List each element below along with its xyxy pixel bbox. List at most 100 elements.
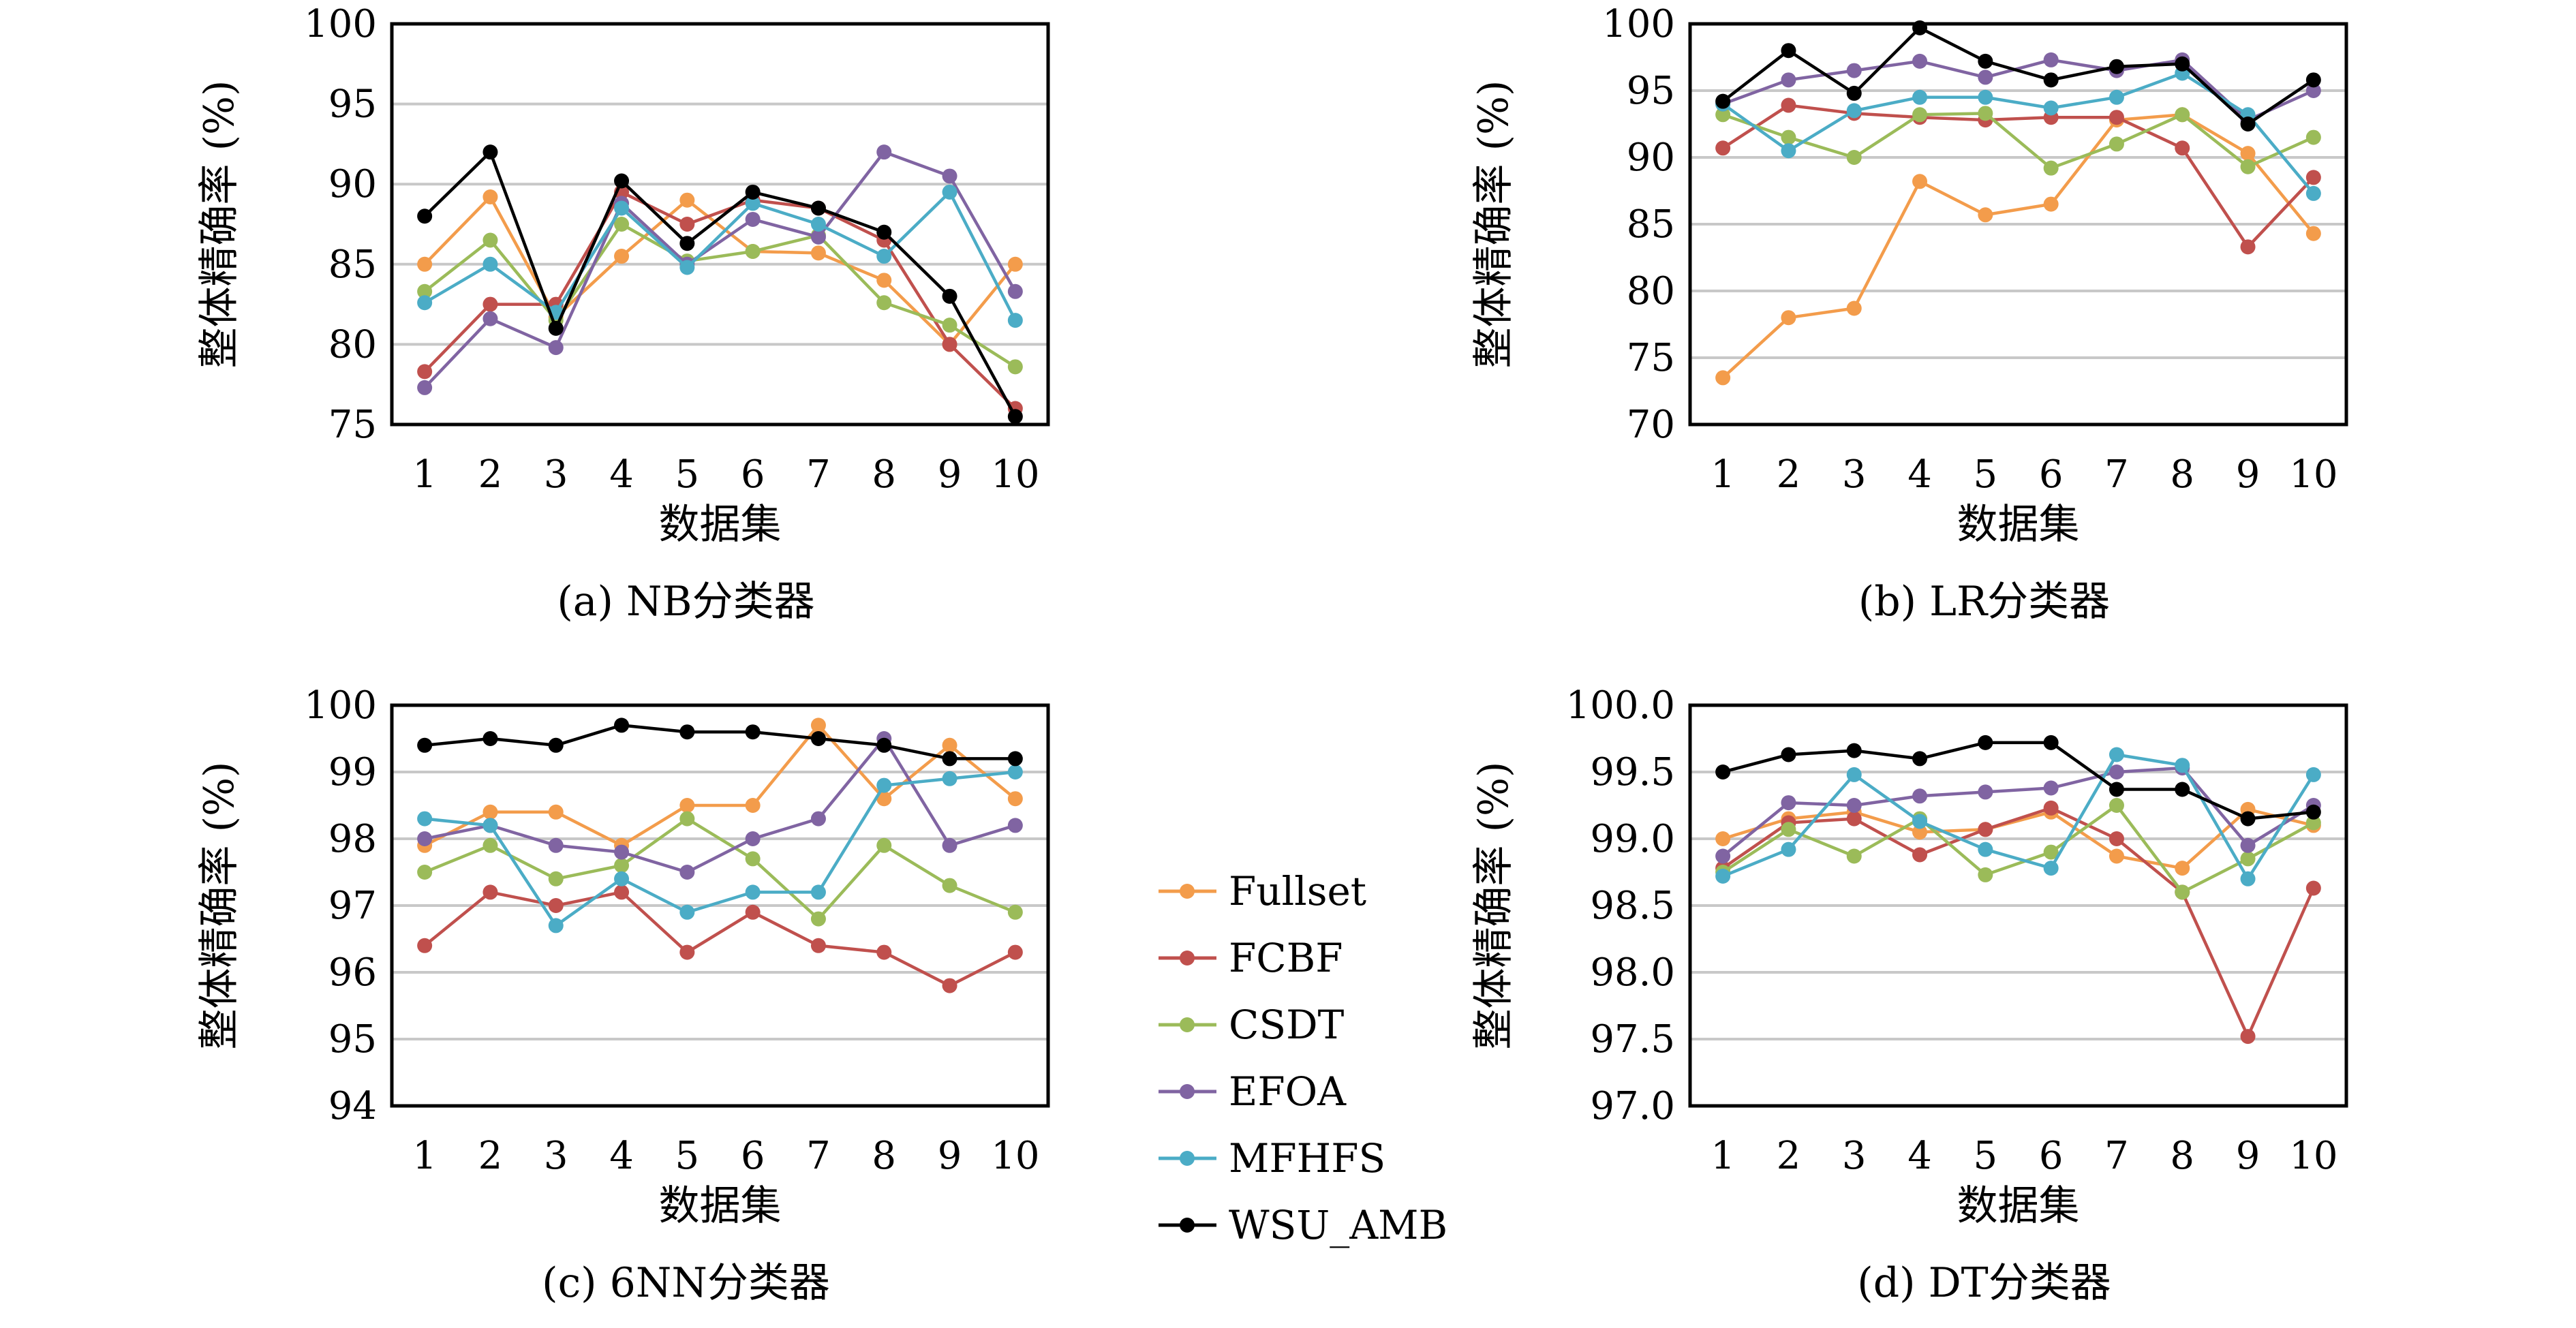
data-point-csdt	[2305, 815, 2321, 831]
legend-marker-wsu-amb	[1180, 1218, 1195, 1233]
data-point-wsu-amb	[745, 724, 761, 740]
data-point-fullset	[1912, 824, 1928, 840]
series-line-fcbf	[423, 190, 1017, 410]
data-point-fullset	[1846, 300, 1862, 316]
data-point-mfhfs	[1715, 868, 1731, 884]
x-tick-label: 1	[412, 1134, 437, 1178]
data-point-efoa	[1715, 848, 1731, 864]
data-point-fcbf	[417, 364, 433, 380]
data-point-mfhfs	[876, 777, 892, 793]
data-point-wsu-amb	[2043, 735, 2059, 750]
chart-caption: (b) LR分类器	[1858, 578, 2110, 626]
x-tick-label: 6	[2039, 1134, 2064, 1178]
data-point-wsu-amb	[1978, 735, 1993, 750]
x-tick-label: 6	[741, 452, 765, 497]
data-point-fcbf	[942, 978, 957, 993]
data-point-mfhfs	[942, 184, 957, 200]
data-point-efoa	[2043, 780, 2059, 796]
data-point-fcbf	[810, 938, 826, 953]
data-point-mfhfs	[876, 249, 892, 264]
data-point-csdt	[417, 865, 433, 880]
x-tick-label: 8	[2170, 1134, 2194, 1178]
data-point-efoa	[1846, 798, 1862, 813]
data-point-wsu-amb	[1781, 747, 1796, 762]
data-point-wsu-amb	[679, 724, 695, 740]
data-point-mfhfs	[1978, 841, 1993, 857]
data-point-wsu-amb	[2175, 56, 2190, 72]
data-point-fcbf	[745, 904, 761, 920]
data-point-fullset	[2305, 226, 2321, 241]
data-point-mfhfs	[810, 884, 826, 900]
data-point-fullset	[482, 804, 498, 820]
series-line-fcbf	[423, 891, 1016, 987]
data-point-mfhfs	[1781, 143, 1796, 159]
data-point-fcbf	[2109, 110, 2124, 125]
data-point-fcbf	[1007, 944, 1023, 960]
data-point-mfhfs	[417, 811, 433, 827]
x-tick-label: 9	[2236, 1134, 2260, 1178]
data-point-fcbf	[1781, 97, 1796, 113]
data-point-csdt	[942, 878, 957, 893]
x-axis-title: 数据集	[659, 501, 782, 549]
data-point-wsu-amb	[810, 200, 826, 216]
data-point-mfhfs	[482, 818, 498, 833]
data-point-wsu-amb	[2109, 59, 2124, 74]
data-point-wsu-amb	[417, 737, 433, 753]
x-tick-label: 4	[1907, 1134, 1932, 1178]
data-point-fullset	[810, 717, 826, 733]
data-point-efoa	[1912, 788, 1928, 804]
data-point-wsu-amb	[2305, 804, 2321, 820]
data-point-mfhfs	[745, 884, 761, 900]
data-point-mfhfs	[1912, 89, 1928, 105]
legend-label-fullset: Fullset	[1229, 868, 1366, 914]
data-point-fullset	[679, 798, 695, 813]
data-point-efoa	[1007, 283, 1023, 299]
series-line-mfhfs	[424, 770, 1016, 927]
plot-frame	[1688, 703, 2348, 1108]
data-point-csdt	[2305, 129, 2321, 145]
data-point-fullset	[1007, 256, 1023, 272]
data-point-mfhfs	[1978, 89, 1993, 105]
x-tick-label: 6	[741, 1134, 765, 1178]
x-tick-label: 8	[872, 1134, 896, 1178]
data-point-efoa	[810, 811, 826, 827]
data-point-fcbf	[2043, 800, 2059, 816]
y-tick-label: 95	[328, 1017, 377, 1062]
data-point-fcbf	[1978, 822, 1993, 837]
x-tick-label: 9	[938, 452, 962, 497]
data-point-efoa	[942, 168, 957, 184]
data-point-mfhfs	[417, 295, 433, 311]
data-point-mfhfs	[942, 771, 957, 786]
x-tick-label: 7	[2104, 1134, 2129, 1178]
data-point-csdt	[2175, 107, 2190, 123]
chart-caption: (c) 6NN分类器	[542, 1259, 830, 1307]
x-tick-label: 10	[2289, 452, 2337, 497]
data-point-efoa	[1978, 70, 1993, 85]
y-tick-label: 100	[1602, 2, 1675, 46]
data-point-csdt	[942, 318, 957, 333]
data-point-csdt	[745, 243, 761, 259]
y-tick-label: 99	[328, 750, 377, 794]
x-tick-label: 8	[2170, 452, 2194, 497]
data-point-csdt	[745, 851, 761, 867]
series-line-wsu-amb	[1722, 741, 2314, 820]
x-tick-label: 10	[2289, 1134, 2337, 1178]
x-tick-label: 9	[938, 1134, 962, 1178]
data-point-fcbf	[548, 898, 564, 913]
data-point-efoa	[810, 229, 826, 245]
data-point-wsu-amb	[1715, 93, 1731, 109]
x-tick-label: 5	[675, 1134, 700, 1178]
data-point-fullset	[2043, 196, 2059, 212]
legend-label-fcbf: FCBF	[1229, 935, 1343, 981]
y-tick-label: 97.0	[1590, 1084, 1675, 1128]
y-tick-label: 90	[1627, 136, 1675, 180]
legend: Fullset FCBF CSDT EFOA MFHFS WSU_AMB	[1159, 868, 1447, 1248]
x-tick-label: 2	[478, 452, 503, 497]
series-line-fcbf	[1721, 104, 2315, 249]
data-point-wsu-amb	[1912, 751, 1928, 767]
data-point-fcbf	[2109, 831, 2124, 846]
data-point-fullset	[2240, 146, 2256, 161]
data-point-fullset	[1781, 310, 1796, 326]
series-line-efoa	[423, 150, 1017, 389]
